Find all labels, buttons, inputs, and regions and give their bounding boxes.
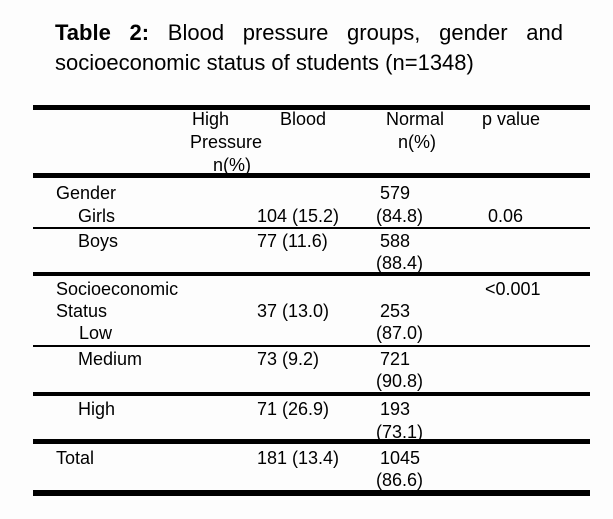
row-high-label: High — [78, 399, 116, 419]
table-rule-top — [33, 105, 590, 110]
cell-high-highbp: 71 (26.9) — [257, 399, 330, 419]
cell-girls-highbp: 104 (15.2) — [257, 206, 340, 226]
row-boys-label: Boys — [78, 231, 119, 251]
cell-boys-normal-n: 588 — [380, 231, 411, 251]
cell-total-normal-n: 1045 — [380, 448, 421, 468]
cell-socio-pvalue: <0.001 — [485, 279, 541, 299]
cell-medium-normal-pct: (90.8) — [376, 371, 424, 391]
cell-girls-normal-pct: (84.8) — [376, 206, 424, 226]
header-highbp-word2: Blood — [280, 109, 327, 129]
cell-high-normal-n: 193 — [380, 399, 411, 419]
cell-boys-highbp: 77 (11.6) — [257, 231, 328, 251]
cell-medium-normal-n: 721 — [380, 349, 411, 369]
header-normal: Normal — [386, 109, 445, 129]
header-highbp-word1: High — [192, 109, 230, 129]
table-rule-after-medium — [33, 392, 590, 396]
cell-high-normal-pct: (73.1) — [376, 422, 424, 442]
row-socio-group-line1: Socioeconomic — [56, 279, 179, 299]
table-caption-line2: socioeconomic status of students (n=1348… — [55, 50, 474, 75]
table-rule-header-bottom — [33, 173, 590, 178]
header-highbp-npct: n(%) — [213, 155, 252, 175]
row-socio-group-line2: Status — [56, 301, 108, 321]
table-rule-after-girls — [33, 227, 590, 229]
table-caption-number: Table 2: — [55, 20, 150, 45]
cell-boys-normal-pct: (88.4) — [376, 253, 424, 273]
cell-low-highbp: 37 (13.0) — [257, 301, 330, 321]
row-girls-label: Girls — [78, 206, 115, 226]
row-total-label: Total — [56, 448, 95, 468]
table-rule-after-low — [33, 345, 590, 347]
row-gender-group-label: Gender — [56, 183, 117, 203]
table-rule-after-boys — [33, 272, 590, 276]
header-pvalue: p value — [482, 109, 541, 129]
table-caption-line1: Table 2: Blood pressure groups, gender a… — [55, 18, 563, 48]
table-rule-before-total — [33, 439, 590, 444]
row-medium-label: Medium — [78, 349, 143, 369]
cell-medium-highbp: 73 (9.2) — [257, 349, 320, 369]
cell-low-normal-n: 253 — [380, 301, 411, 321]
row-low-label: Low — [79, 323, 113, 343]
table-caption-text: Blood pressure groups, gender and — [149, 20, 563, 45]
cell-girls-pvalue: 0.06 — [488, 206, 524, 226]
header-normal-npct: n(%) — [398, 132, 437, 152]
cell-total-normal-pct: (86.6) — [376, 470, 424, 490]
cell-low-normal-pct: (87.0) — [376, 323, 424, 343]
header-highbp-word3: Pressure — [190, 132, 263, 152]
cell-total-highbp: 181 (13.4) — [257, 448, 340, 468]
cell-girls-normal-n: 579 — [380, 183, 411, 203]
table-rule-bottom — [33, 490, 590, 496]
